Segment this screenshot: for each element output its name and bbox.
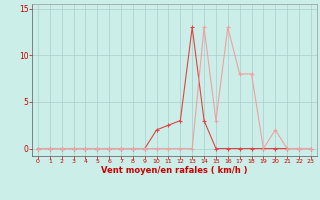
X-axis label: Vent moyen/en rafales ( km/h ): Vent moyen/en rafales ( km/h ) — [101, 166, 248, 175]
